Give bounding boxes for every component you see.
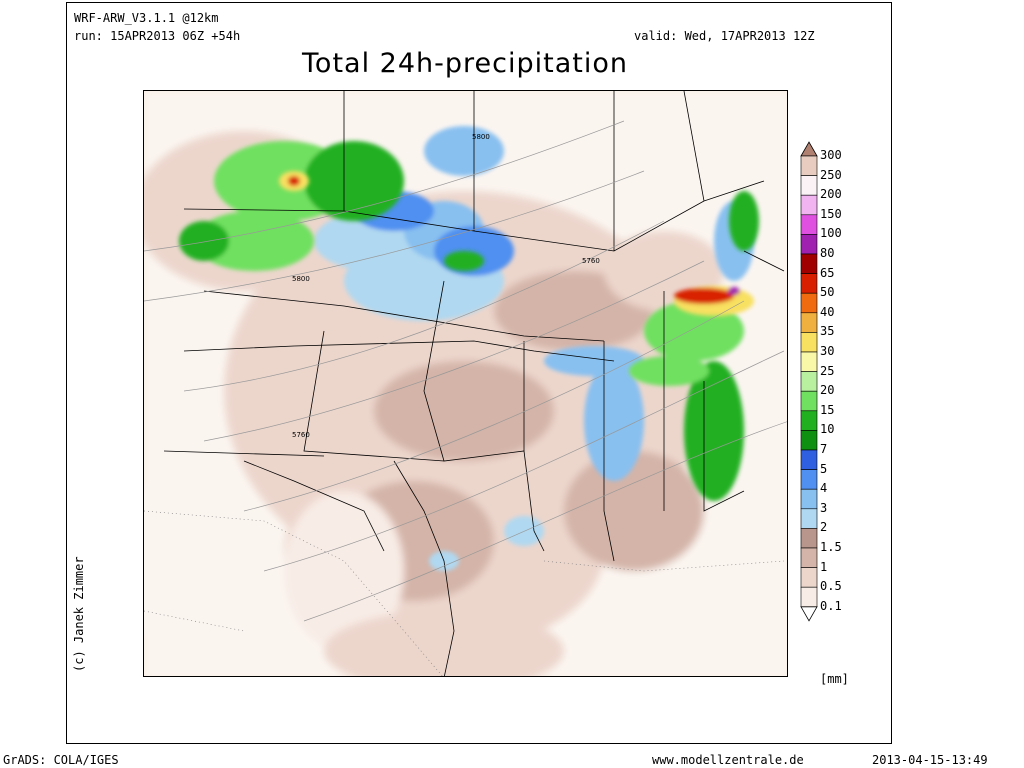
legend-label: 40 [820,304,835,319]
contour-label-5800-west: 5800 [292,275,310,283]
legend-label: 150 [820,206,842,221]
footer-software: GrADS: COLA/IGES [3,753,119,767]
legend-label: 7 [820,442,828,456]
map-title: Total 24h-precipitation [302,48,628,79]
legend-label: 80 [820,246,835,260]
legend-swatch-22 [800,567,818,588]
legend-label: 200 [820,187,842,202]
footer-website: www.modellzentrale.de [652,753,804,767]
precipitation-map: 5800 5800 5760 5760 [143,90,788,677]
map-svg: 5800 5800 5760 5760 [144,91,787,676]
run-label: run: 15APR2013 06Z +54h [74,29,241,43]
legend-label: 300 [820,148,842,162]
legend-swatch-2 [800,175,818,196]
legend-label: 65 [820,265,835,280]
boundaries [163,91,785,676]
legend-swatch-0 [800,141,818,157]
geopotential-contours [144,120,787,622]
legend-swatch-6 [800,253,818,274]
legend-swatch-11 [800,351,818,372]
legend-swatch-18 [800,488,818,510]
legend-label: 30 [820,344,835,358]
legend-label: 10 [820,422,835,437]
legend-label: 50 [820,285,835,300]
plot-frame [66,2,892,744]
legend-swatch-min [800,606,818,622]
contour-label-5760-south: 5760 [292,431,310,439]
legend-swatch-10 [800,332,818,353]
legend-label: 5 [820,461,828,476]
color-legend [800,141,818,622]
legend-swatch-17 [800,469,818,490]
ocean-boundaries [144,510,785,676]
legend-swatch-5 [800,234,818,255]
legend-label: 15 [820,402,835,417]
legend-swatch-7 [800,273,818,294]
footer-timestamp: 2013-04-15-13:49 [872,753,988,767]
legend-swatch-4 [800,214,818,235]
legend-label: 1 [820,559,828,574]
contour-label-5800-north: 5800 [472,133,490,141]
legend-label: 0.1 [820,598,842,613]
legend-swatch-3 [800,194,818,216]
model-label: WRF-ARW_V3.1.1 @12km [74,11,219,25]
legend-swatch-13 [800,390,818,412]
legend-swatch-15 [800,430,818,451]
legend-swatch-19 [800,508,818,529]
contour-label-5760-east: 5760 [582,257,600,265]
author-credit: (c) Janek Zimmer [72,556,86,672]
legend-label: 4 [820,481,828,496]
legend-swatch-1 [800,155,818,176]
legend-swatch-8 [800,292,818,314]
legend-swatch-21 [800,547,818,568]
legend-label: 250 [820,167,842,182]
legend-swatch-16 [800,449,818,470]
legend-swatch-23 [800,586,818,608]
legend-label: 0.5 [820,579,842,594]
legend-unit: [mm] [820,672,849,686]
legend-label: 35 [820,324,835,339]
legend-swatch-9 [800,312,818,333]
precip-layer-heavy [279,171,754,316]
legend-label: 20 [820,383,835,398]
legend-swatch-20 [800,528,818,549]
valid-label: valid: Wed, 17APR2013 12Z [634,29,815,43]
legend-label: 1.5 [820,540,842,554]
legend-label: 2 [820,520,828,535]
legend-label: 100 [820,226,842,241]
legend-swatch-12 [800,371,818,392]
legend-swatch-14 [800,410,818,431]
legend-label: 25 [820,363,835,378]
legend-label: 3 [820,500,828,515]
